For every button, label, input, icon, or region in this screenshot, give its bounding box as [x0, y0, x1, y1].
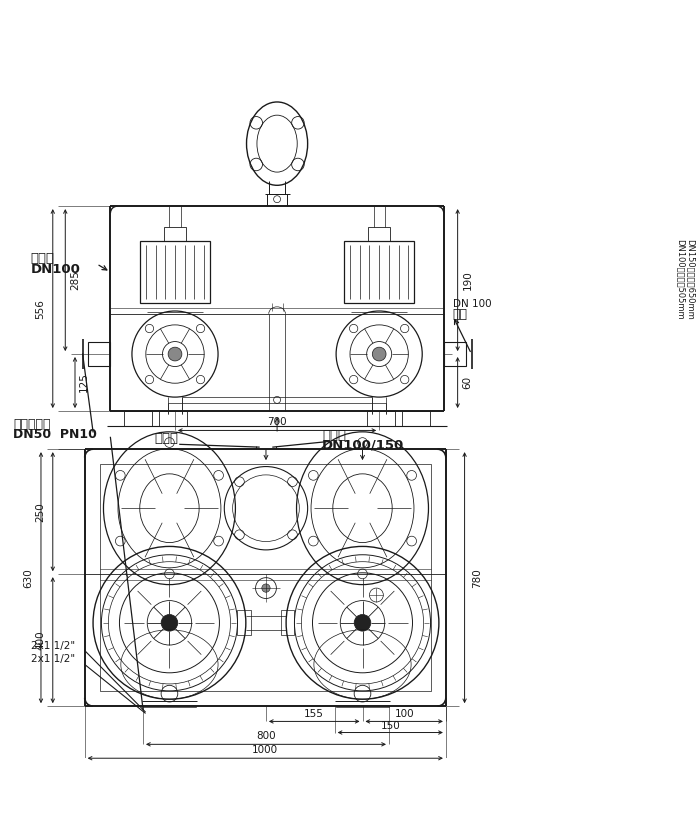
Bar [368, 227, 391, 241]
Bar [164, 227, 186, 241]
Bar [237, 610, 251, 635]
Text: 630: 630 [24, 568, 34, 588]
Text: 250: 250 [35, 501, 46, 522]
Text: 780: 780 [472, 568, 482, 588]
Text: DN50  PN10: DN50 PN10 [13, 428, 97, 441]
Text: 155: 155 [304, 709, 324, 719]
Bar [88, 342, 111, 367]
Text: 190: 190 [463, 270, 473, 290]
Text: 285: 285 [70, 270, 80, 290]
Text: 60: 60 [463, 376, 473, 389]
Text: 100: 100 [394, 709, 414, 719]
Text: DN100: DN100 [31, 263, 80, 276]
Bar [444, 342, 466, 367]
Bar [281, 610, 295, 635]
Text: DN150进水最小650mm: DN150进水最小650mm [686, 238, 695, 320]
Text: 1000: 1000 [252, 745, 279, 755]
Text: 400: 400 [35, 630, 46, 650]
Text: 800: 800 [256, 731, 276, 741]
Circle shape [372, 347, 386, 361]
Text: 压力排水口: 压力排水口 [13, 418, 50, 432]
Text: 进水口: 进水口 [31, 252, 55, 265]
Circle shape [168, 347, 182, 361]
Bar [159, 411, 187, 427]
Bar [100, 464, 430, 690]
Text: 通气孔: 通气孔 [154, 432, 178, 445]
Text: 进口: 进口 [453, 308, 468, 321]
Text: 556: 556 [35, 298, 46, 318]
Bar [140, 241, 210, 303]
Text: 2x1 1/2": 2x1 1/2" [31, 640, 75, 650]
Bar [368, 411, 395, 427]
Bar [402, 411, 430, 427]
Bar [344, 241, 414, 303]
Text: 125: 125 [79, 372, 89, 392]
Circle shape [262, 584, 270, 592]
Text: 150: 150 [380, 721, 400, 731]
Circle shape [161, 615, 178, 631]
Text: 2x1 1/2": 2x1 1/2" [31, 654, 75, 664]
Bar [125, 411, 152, 427]
Text: 进水口: 进水口 [322, 429, 346, 441]
Text: DN100进水最小505mm: DN100进水最小505mm [676, 238, 685, 320]
Text: DN 100: DN 100 [453, 299, 491, 309]
Circle shape [354, 615, 371, 631]
Text: 700: 700 [267, 417, 287, 427]
Text: DN100/150: DN100/150 [322, 438, 405, 451]
